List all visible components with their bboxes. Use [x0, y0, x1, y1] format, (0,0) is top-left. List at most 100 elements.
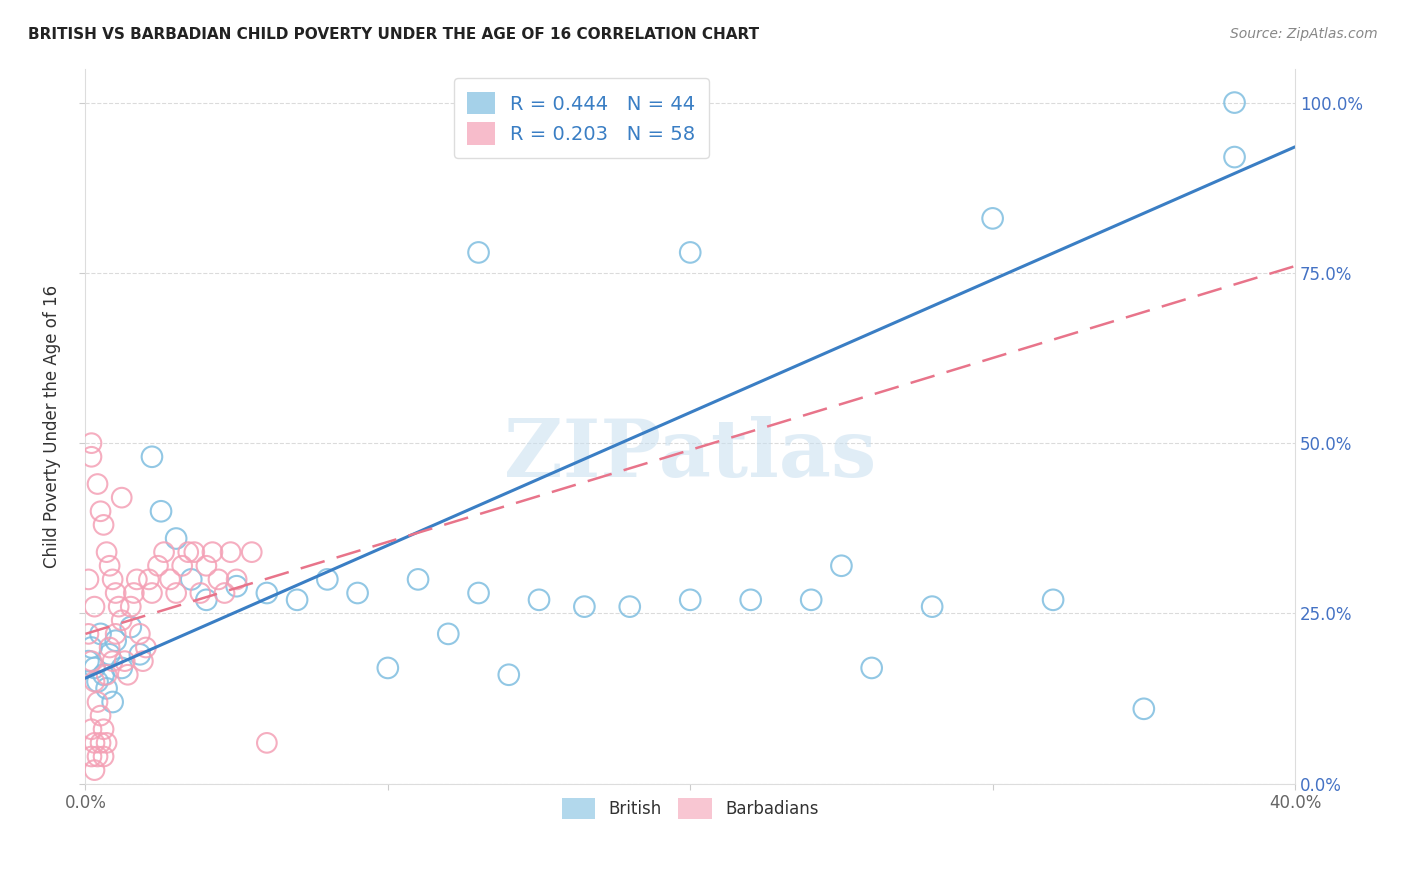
Point	[122, 586, 145, 600]
Point	[679, 592, 702, 607]
Point	[188, 586, 211, 600]
Text: ZIPatlas: ZIPatlas	[505, 416, 876, 494]
Point	[120, 620, 142, 634]
Point	[98, 640, 121, 655]
Point	[80, 749, 103, 764]
Point	[1042, 592, 1064, 607]
Point	[120, 599, 142, 614]
Point	[574, 599, 596, 614]
Point	[437, 627, 460, 641]
Point	[86, 477, 108, 491]
Point	[80, 654, 103, 668]
Point	[96, 736, 118, 750]
Point	[114, 654, 136, 668]
Point	[128, 648, 150, 662]
Point	[132, 654, 155, 668]
Point	[83, 599, 105, 614]
Point	[80, 723, 103, 737]
Point	[921, 599, 943, 614]
Y-axis label: Child Poverty Under the Age of 16: Child Poverty Under the Age of 16	[44, 285, 60, 567]
Point	[98, 648, 121, 662]
Point	[467, 245, 489, 260]
Point	[406, 573, 429, 587]
Point	[860, 661, 883, 675]
Point	[104, 627, 127, 641]
Point	[80, 640, 103, 655]
Point	[93, 749, 115, 764]
Point	[1223, 95, 1246, 110]
Point	[80, 450, 103, 464]
Point	[981, 211, 1004, 226]
Point	[93, 517, 115, 532]
Point	[830, 558, 852, 573]
Point	[619, 599, 641, 614]
Point	[256, 586, 278, 600]
Point	[240, 545, 263, 559]
Point	[195, 558, 218, 573]
Point	[77, 654, 100, 668]
Point	[93, 723, 115, 737]
Point	[117, 667, 139, 681]
Point	[83, 661, 105, 675]
Point	[101, 654, 124, 668]
Point	[214, 586, 236, 600]
Point	[172, 558, 194, 573]
Point	[128, 627, 150, 641]
Point	[195, 592, 218, 607]
Point	[527, 592, 550, 607]
Point	[107, 599, 129, 614]
Point	[96, 681, 118, 696]
Point	[90, 627, 112, 641]
Point	[219, 545, 242, 559]
Point	[104, 586, 127, 600]
Point	[256, 736, 278, 750]
Point	[225, 579, 247, 593]
Point	[104, 633, 127, 648]
Point	[180, 573, 202, 587]
Point	[159, 573, 181, 587]
Point	[125, 573, 148, 587]
Point	[377, 661, 399, 675]
Point	[93, 667, 115, 681]
Point	[86, 695, 108, 709]
Point	[225, 573, 247, 587]
Point	[498, 667, 520, 681]
Point	[165, 586, 187, 600]
Point	[153, 545, 176, 559]
Point	[101, 573, 124, 587]
Point	[77, 573, 100, 587]
Point	[316, 573, 339, 587]
Text: BRITISH VS BARBADIAN CHILD POVERTY UNDER THE AGE OF 16 CORRELATION CHART: BRITISH VS BARBADIAN CHILD POVERTY UNDER…	[28, 27, 759, 42]
Point	[90, 708, 112, 723]
Point	[90, 504, 112, 518]
Point	[83, 736, 105, 750]
Point	[1223, 150, 1246, 164]
Point	[800, 592, 823, 607]
Point	[201, 545, 224, 559]
Point	[740, 592, 762, 607]
Point	[101, 695, 124, 709]
Point	[146, 558, 169, 573]
Point	[346, 586, 368, 600]
Point	[183, 545, 205, 559]
Point	[138, 573, 160, 587]
Point	[111, 491, 134, 505]
Point	[177, 545, 200, 559]
Point	[86, 674, 108, 689]
Point	[96, 545, 118, 559]
Point	[90, 736, 112, 750]
Point	[98, 558, 121, 573]
Point	[111, 613, 134, 627]
Point	[285, 592, 308, 607]
Point	[96, 667, 118, 681]
Legend: British, Barbadians: British, Barbadians	[555, 792, 825, 825]
Point	[80, 436, 103, 450]
Point	[77, 627, 100, 641]
Point	[83, 674, 105, 689]
Point	[467, 586, 489, 600]
Text: Source: ZipAtlas.com: Source: ZipAtlas.com	[1230, 27, 1378, 41]
Point	[1133, 702, 1156, 716]
Point	[150, 504, 173, 518]
Point	[141, 450, 163, 464]
Point	[86, 749, 108, 764]
